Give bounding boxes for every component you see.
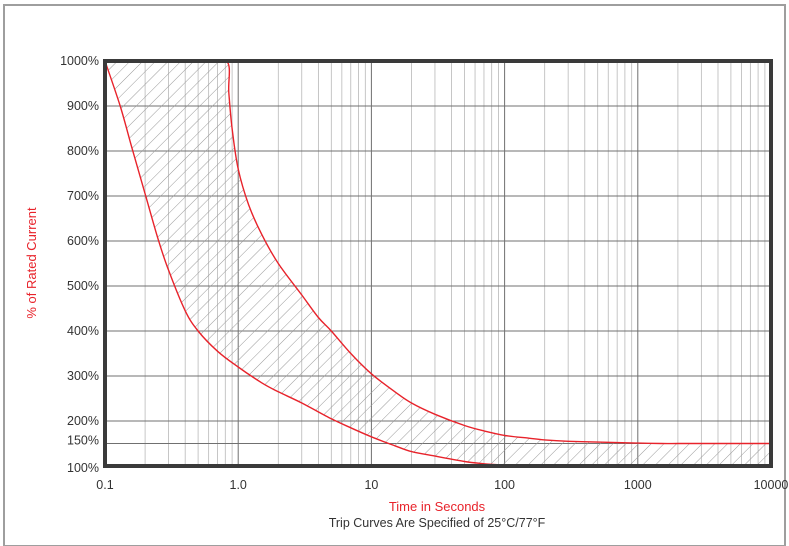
x-tick-label: 10000 — [754, 478, 789, 492]
y-tick-label: 400% — [67, 324, 99, 338]
x-tick-label: 10 — [364, 478, 378, 492]
y-tick-label: 800% — [67, 144, 99, 158]
x-tick-label: 100 — [494, 478, 515, 492]
x-tick-label: 0.1 — [96, 478, 113, 492]
y-tick-label: 500% — [67, 279, 99, 293]
y-tick-label: 600% — [67, 234, 99, 248]
x-tick-label: 1000 — [624, 478, 652, 492]
y-tick-label: 900% — [67, 99, 99, 113]
y-tick-label: 700% — [67, 189, 99, 203]
y-tick-label: 200% — [67, 414, 99, 428]
y-tick-label: 100% — [67, 461, 99, 475]
y-tick-label: 150% — [67, 434, 99, 448]
x-axis-label: Time in Seconds — [389, 499, 486, 514]
x-tick-label: 1.0 — [230, 478, 247, 492]
y-axis-label: % of Rated Current — [24, 207, 39, 319]
chart-caption: Trip Curves Are Specified of 25°C/77°F — [329, 516, 546, 530]
y-tick-label: 300% — [67, 369, 99, 383]
y-tick-label: 1000% — [60, 54, 99, 68]
